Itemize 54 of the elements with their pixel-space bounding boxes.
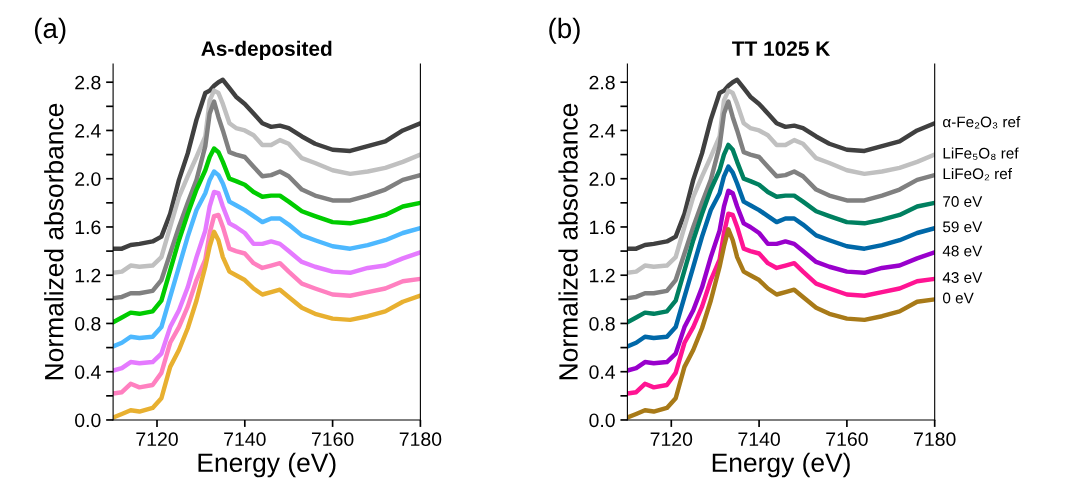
y-axis-title: Normalized absorbance: [558, 103, 578, 380]
series-label: 0 eV: [942, 292, 974, 304]
chart-title: TT 1025 K: [732, 41, 831, 56]
x-axis-title: Energy (eV): [712, 452, 850, 478]
x-tick-label: 7180: [914, 432, 956, 447]
y-tick-label: 2.4: [75, 123, 101, 138]
y-tick-label: 2.0: [589, 172, 615, 186]
x-tick-label: 7120: [136, 432, 178, 447]
x-axis-title: Energy (eV): [198, 452, 336, 478]
text: (a): [34, 17, 66, 44]
series-label: 48 eV: [942, 245, 983, 257]
y-tick-label: 0.8: [75, 316, 101, 331]
line-series: [627, 99, 935, 301]
y-tick-label: 0.8: [589, 316, 615, 331]
y-tick-label: 0.4: [75, 365, 101, 379]
line-series: [627, 77, 935, 251]
line-series: [627, 88, 935, 276]
line-series: [113, 146, 421, 325]
line-series: [113, 212, 421, 396]
line-series: [113, 169, 421, 349]
line-series: [113, 189, 421, 373]
line-series: [627, 142, 935, 325]
y-tick-label: 2.0: [75, 172, 101, 186]
y-tick-label: 0.4: [589, 365, 616, 379]
x-tick-label: 7140: [738, 432, 780, 447]
y-tick-label: 1.6: [75, 220, 101, 235]
y-tick-label: 2.4: [589, 123, 616, 138]
y-axis-title: Normalized absorbance: [44, 103, 64, 380]
x-tick-label: 7160: [311, 432, 354, 447]
line-series: [627, 211, 935, 396]
x-tick-label: 7140: [224, 432, 266, 447]
text: (b): [549, 17, 580, 44]
line-series: [113, 99, 421, 301]
line-series: [113, 88, 421, 276]
y-tick-label: 0.0: [589, 413, 615, 428]
line-series: [627, 164, 935, 349]
y-tick-label: 0.0: [75, 413, 101, 428]
y-tick-label: 2.8: [589, 75, 615, 90]
chart-title: As-deposited: [201, 40, 332, 61]
series-label: 70 eV: [943, 196, 983, 207]
x-tick-label: 7160: [826, 432, 868, 447]
y-tick-label: 1.2: [590, 268, 615, 283]
series-label: α-Fe₂O₃ ref: [943, 116, 1021, 129]
y-tick-label: 1.6: [590, 220, 615, 235]
series-label: 59 eV: [942, 221, 983, 233]
line-series: [113, 77, 421, 251]
y-tick-label: 1.2: [75, 268, 101, 283]
series-label: 43 eV: [942, 272, 983, 283]
x-tick-label: 7180: [399, 432, 442, 447]
series-label: LiFe₅O₈ ref: [943, 147, 1019, 160]
y-tick-label: 2.8: [75, 75, 101, 90]
line-series: [627, 188, 935, 373]
series-label: LiFeO₂ ref: [943, 167, 1013, 181]
x-tick-label: 7120: [650, 432, 693, 447]
